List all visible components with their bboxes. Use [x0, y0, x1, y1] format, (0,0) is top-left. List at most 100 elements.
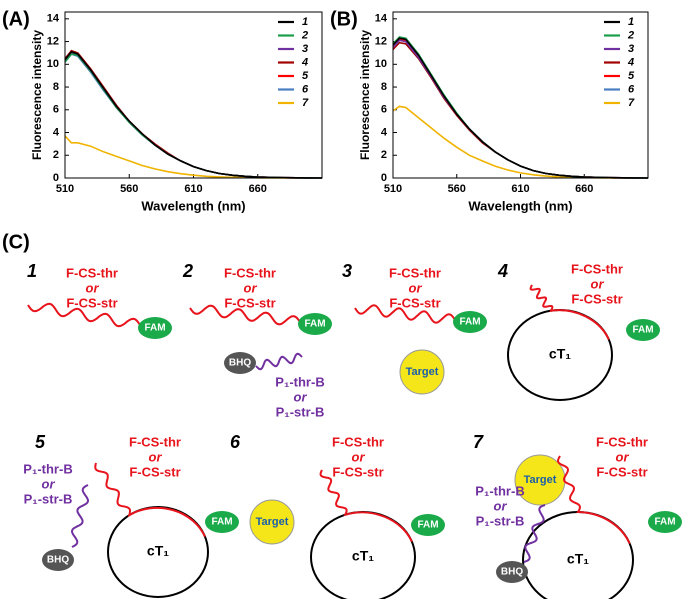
probe-strand — [556, 455, 631, 545]
panel-number: 1 — [27, 261, 37, 281]
probe-label: or — [352, 449, 366, 464]
x-tick-label: 610 — [511, 183, 529, 195]
legend-label: 5 — [302, 70, 309, 82]
plot-frame — [64, 11, 323, 179]
probe-label: F-CS-str — [571, 291, 622, 306]
blocker-label: P₁-thr-B — [23, 461, 72, 476]
x-tick-label: 560 — [448, 183, 466, 195]
target-label: Target — [524, 474, 557, 486]
series-line — [392, 105, 648, 179]
x-tick-label: 510 — [384, 183, 402, 195]
bhq-quencher — [42, 549, 74, 571]
blocker-strand — [70, 484, 90, 548]
series-line — [64, 49, 323, 179]
y-tick-label: 8 — [381, 81, 387, 93]
legend-label: 4 — [627, 56, 634, 68]
fam-label: FAM — [304, 319, 325, 330]
probe-label: F-CS-thr — [66, 265, 118, 280]
fam-label: FAM — [632, 325, 653, 336]
y-tick-label: 4 — [381, 126, 388, 138]
probe-label: F-CS-str — [224, 295, 275, 310]
fam-dye — [138, 317, 172, 339]
blocker-label: or — [42, 476, 56, 491]
series-line — [392, 38, 649, 179]
probe-label: or — [616, 449, 630, 464]
bhq-label: BHQ — [501, 567, 523, 578]
legend-label: 2 — [627, 29, 634, 41]
x-tick-label: 510 — [56, 183, 74, 195]
fam-label: FAM — [459, 317, 480, 328]
probe-strand — [94, 462, 206, 538]
x-axis-label: Wavelength (nm) — [141, 198, 245, 213]
probe-label: F-CS-str — [596, 464, 647, 479]
fam-dye — [626, 319, 660, 341]
panel-label: (B) — [330, 8, 358, 30]
probe-label: or — [149, 449, 163, 464]
plot-frame — [392, 11, 649, 179]
y-tick-label: 4 — [53, 126, 60, 138]
series-line — [64, 53, 323, 179]
probe-label: F-CS-thr — [571, 261, 623, 276]
series-line — [64, 50, 323, 179]
target-label: Target — [256, 516, 289, 528]
x-axis-label: Wavelength (nm) — [468, 198, 572, 213]
blocker-label: P₁-str-B — [276, 404, 325, 419]
probe-label: F-CS-thr — [224, 265, 276, 280]
blocker-label: P₁-str-B — [476, 513, 525, 528]
probe-strand — [529, 284, 610, 341]
legend-label: 4 — [301, 56, 308, 68]
series-line — [392, 39, 649, 179]
template-label: cT₁ — [352, 548, 374, 564]
target-label: Target — [406, 366, 439, 378]
blocker-label: P₁-str-B — [24, 491, 73, 506]
probe-label: F-CS-str — [129, 464, 180, 479]
legend-label: 7 — [628, 97, 635, 109]
template-label: cT₁ — [567, 551, 589, 567]
y-tick-label: 12 — [375, 35, 387, 47]
probe-label: F-CS-thr — [596, 434, 648, 449]
fam-dye — [648, 511, 682, 533]
probe-label: or — [244, 280, 258, 295]
probe-strand — [354, 304, 456, 324]
bhq-label: BHQ — [229, 358, 251, 369]
blocker-label: P₁-thr-B — [275, 374, 324, 389]
probe-label: or — [409, 280, 423, 295]
series-line — [392, 37, 649, 179]
probe-label: F-CS-str — [389, 295, 440, 310]
series-line — [64, 135, 322, 179]
panel-number: 2 — [182, 261, 193, 281]
legend-label: 7 — [302, 97, 309, 109]
probe-label: or — [86, 280, 100, 295]
legend-label: 1 — [302, 16, 308, 28]
probe-label: F-CS-thr — [129, 434, 181, 449]
blocker-strand — [255, 352, 303, 371]
fam-label: FAM — [417, 520, 438, 531]
fam-dye — [205, 511, 239, 533]
legend-label: 6 — [628, 83, 635, 95]
series-line — [64, 53, 323, 179]
y-tick-label: 12 — [47, 35, 59, 47]
legend-label: 6 — [302, 83, 309, 95]
legend-label: 3 — [628, 43, 634, 55]
probe-strand — [319, 469, 413, 543]
series-line — [64, 50, 323, 179]
panel-label: (C) — [2, 231, 30, 253]
legend-label: 3 — [302, 43, 308, 55]
series-line — [64, 51, 323, 179]
target-circle — [249, 499, 295, 545]
y-tick-label: 2 — [53, 149, 59, 161]
y-tick-label: 14 — [47, 13, 60, 25]
panel-number: 6 — [230, 432, 241, 452]
blocker-label: or — [294, 389, 308, 404]
probe-strand — [189, 304, 301, 326]
panel-number: 5 — [35, 432, 46, 452]
template-label: cT₁ — [147, 543, 169, 559]
legend-label: 1 — [628, 16, 634, 28]
bhq-quencher — [224, 352, 256, 374]
panel-number: 4 — [497, 261, 508, 281]
y-axis-label: Fluorescence intensity — [30, 30, 44, 160]
fam-dye — [411, 514, 445, 536]
y-tick-label: 0 — [381, 172, 387, 184]
legend-label: 2 — [301, 29, 308, 41]
panel-label: (A) — [2, 8, 30, 30]
